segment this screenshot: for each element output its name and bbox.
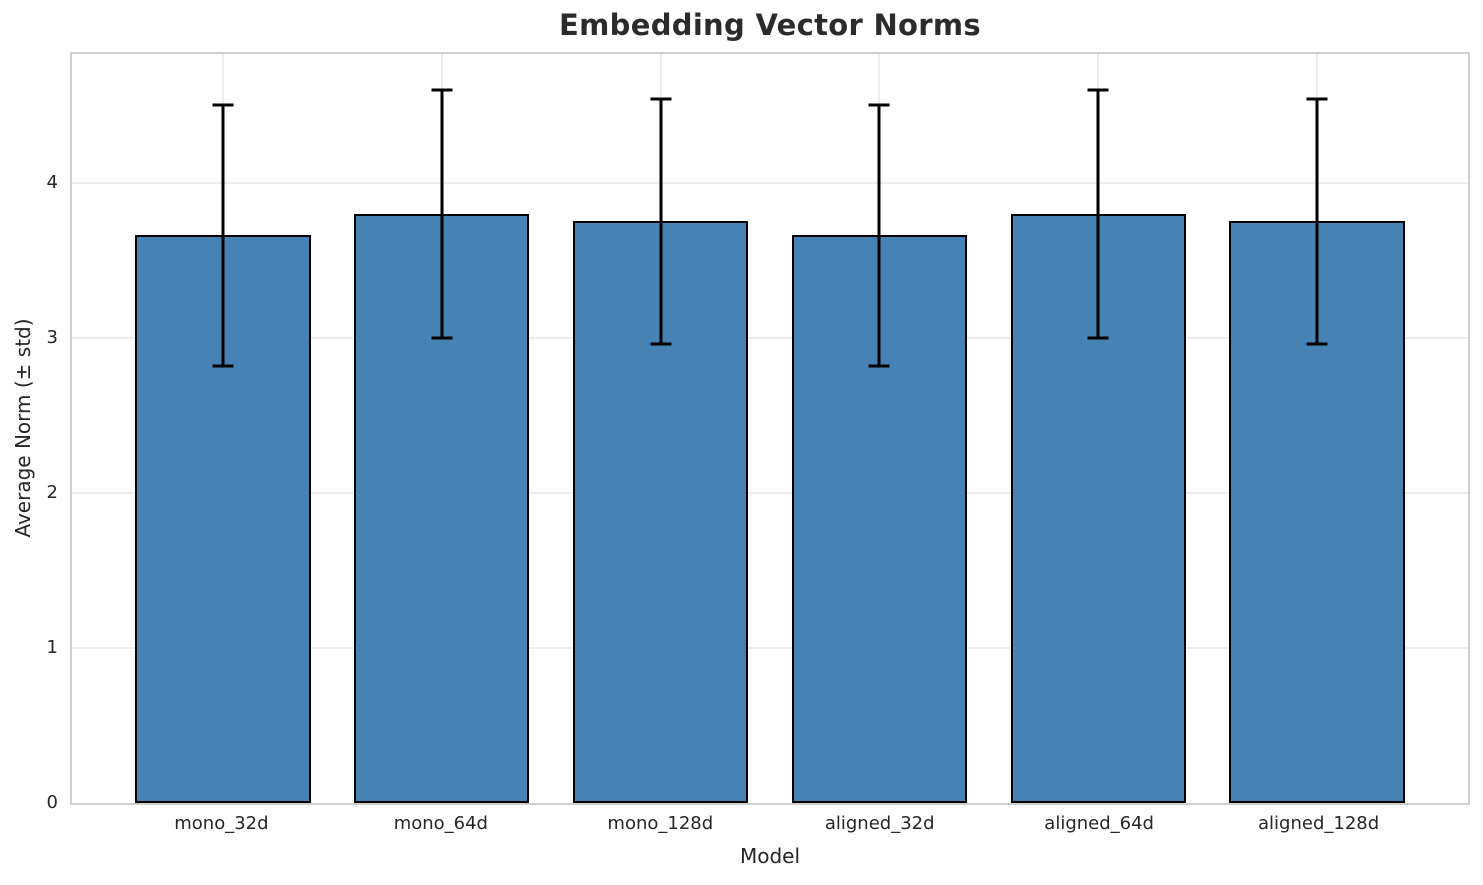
y-tick-label-3: 3 [46, 326, 58, 348]
error-bar-cap-bottom-aligned_128d [1306, 342, 1328, 346]
error-bar-cap-top-aligned_64d [1087, 88, 1109, 92]
x-tick-label-aligned_128d: aligned_128d [1258, 813, 1380, 834]
grid-line-horizontal-2 [72, 491, 1468, 494]
y-tick-label-1: 1 [46, 636, 58, 658]
error-bar-cap-bottom-mono_32d [212, 364, 234, 368]
y-axis-label: Average Norm (± std) [11, 318, 35, 538]
grid-line-horizontal-4 [72, 181, 1468, 184]
error-bar-cap-top-mono_32d [212, 103, 234, 107]
error-bar-line-mono_32d [221, 105, 225, 366]
error-bar-line-mono_64d [440, 89, 444, 338]
error-bar-cap-top-mono_64d [431, 88, 453, 92]
x-axis-label: Model [739, 844, 801, 868]
error-bar-cap-top-mono_128d [650, 97, 672, 101]
y-tick-label-2: 2 [46, 481, 58, 503]
error-bar-line-aligned_32d [877, 105, 881, 366]
error-bar-line-aligned_64d [1096, 89, 1100, 338]
x-tick-label-mono_32d: mono_32d [174, 813, 269, 834]
y-tick-label-0: 0 [46, 792, 58, 813]
x-tick-label-mono_64d: mono_64d [393, 813, 488, 834]
grid-line-horizontal-1 [72, 646, 1468, 649]
error-bar-cap-bottom-aligned_64d [1087, 336, 1109, 340]
error-bar-line-mono_128d [659, 99, 663, 344]
chart-title: Embedding Vector Norms [559, 8, 981, 42]
error-bar-cap-bottom-aligned_32d [868, 364, 890, 368]
plot-area [70, 52, 1470, 805]
y-tick-label-4: 4 [46, 171, 58, 193]
error-bar-cap-top-aligned_32d [868, 103, 890, 107]
x-axis-tick-labels: mono_32d mono_64d mono_128d aligned_32d alig… [70, 813, 1470, 839]
error-bar-line-aligned_128d [1315, 99, 1319, 344]
x-tick-label-aligned_64d: aligned_64d [1044, 813, 1154, 834]
x-tick-label-aligned_32d: aligned_32d [824, 813, 935, 834]
error-bar-cap-top-aligned_128d [1306, 97, 1328, 101]
grid-line-horizontal-3 [72, 336, 1468, 339]
bar-aligned_128d [1229, 221, 1405, 803]
x-tick-label-mono_128d: mono_128d [607, 813, 714, 834]
error-bar-cap-bottom-mono_64d [431, 336, 453, 340]
error-bar-cap-bottom-mono_128d [650, 342, 672, 346]
